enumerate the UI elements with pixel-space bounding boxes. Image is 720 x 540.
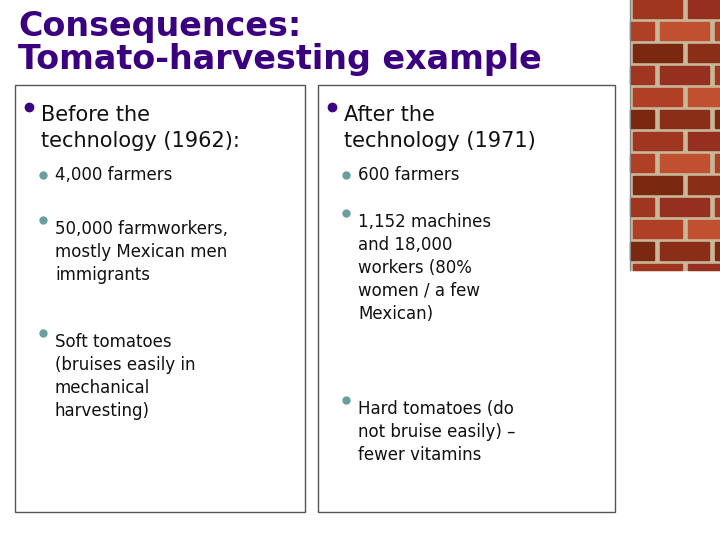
Bar — [688, 0, 720, 18]
Bar — [633, 0, 682, 18]
Bar — [660, 154, 709, 172]
Bar — [630, 242, 654, 260]
Bar — [630, 22, 654, 40]
Bar — [660, 22, 709, 40]
Bar — [630, 110, 654, 128]
Bar — [633, 264, 682, 270]
Bar — [633, 220, 682, 238]
Bar — [688, 44, 720, 62]
Text: Tomato-harvesting example: Tomato-harvesting example — [18, 43, 541, 76]
Bar — [660, 66, 709, 84]
Bar — [688, 220, 720, 238]
Text: Soft tomatoes
(bruises easily in
mechanical
harvesting): Soft tomatoes (bruises easily in mechani… — [55, 333, 196, 420]
Bar — [660, 242, 709, 260]
Text: 50,000 farmworkers,
mostly Mexican men
immigrants: 50,000 farmworkers, mostly Mexican men i… — [55, 220, 228, 284]
Bar — [15, 85, 305, 512]
Bar — [660, 198, 709, 216]
Bar — [660, 110, 709, 128]
Text: Hard tomatoes (do
not bruise easily) –
fewer vitamins: Hard tomatoes (do not bruise easily) – f… — [358, 400, 516, 464]
Bar — [688, 264, 720, 270]
Bar — [715, 242, 720, 260]
Bar — [630, 66, 654, 84]
Bar — [630, 198, 654, 216]
Text: 4,000 farmers: 4,000 farmers — [55, 166, 172, 184]
Text: Before the
technology (1962):: Before the technology (1962): — [41, 105, 240, 151]
Bar — [633, 88, 682, 106]
Bar — [688, 176, 720, 194]
Bar — [318, 85, 615, 512]
Bar — [715, 110, 720, 128]
Bar — [715, 66, 720, 84]
Bar — [633, 132, 682, 150]
Text: Consequences:: Consequences: — [18, 10, 301, 43]
Text: After the
technology (1971): After the technology (1971) — [344, 105, 536, 151]
Bar — [715, 198, 720, 216]
Bar — [633, 44, 682, 62]
Bar — [630, 0, 720, 270]
Bar — [630, 154, 654, 172]
Bar — [715, 154, 720, 172]
Bar — [688, 88, 720, 106]
Text: 1,152 machines
and 18,000
workers (80%
women / a few
Mexican): 1,152 machines and 18,000 workers (80% w… — [358, 213, 491, 322]
Bar — [688, 132, 720, 150]
Bar — [633, 176, 682, 194]
Text: 600 farmers: 600 farmers — [358, 166, 459, 184]
Bar — [715, 22, 720, 40]
